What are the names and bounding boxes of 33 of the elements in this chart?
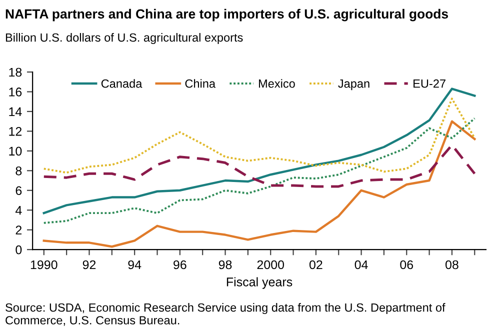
- x-tick-label: 2000: [257, 260, 284, 270]
- y-tick-label: 14: [9, 107, 22, 116]
- line-series: [42, 120, 476, 248]
- legend-label: Japan: [338, 80, 370, 90]
- x-tick-label: 06: [400, 260, 414, 270]
- y-tick-label: 16: [9, 88, 22, 96]
- x-tick-label: 1990: [30, 260, 58, 270]
- y-tick-label: 8: [16, 166, 22, 176]
- y-tick-label: 6: [16, 186, 22, 196]
- x-tick-label: 02: [309, 260, 322, 270]
- line-series: [42, 144, 476, 188]
- x-tick-label: 98: [218, 260, 232, 270]
- legend-label: China: [185, 79, 216, 88]
- line-series: [42, 117, 476, 224]
- y-tick-label: 10: [9, 146, 22, 156]
- y-tick-label: 0: [16, 245, 22, 254]
- x-tick-label: 08: [446, 260, 458, 270]
- legend-label: Mexico: [258, 79, 295, 88]
- y-tick-label: 18: [9, 68, 22, 77]
- x-tick-label: 04: [354, 260, 368, 270]
- legend-label: Canada: [101, 79, 142, 88]
- legend-label: EU-27: [414, 79, 446, 88]
- x-tick-label: 92: [82, 260, 96, 270]
- x-axis-title: Fiscal years: [226, 277, 292, 289]
- chart-title: NAFTA partners and China are top importers of U.S. agricultural goods: [6, 8, 448, 22]
- x-tick-label: 94: [128, 260, 142, 270]
- line-series: [42, 98, 476, 174]
- y-tick-label: 2: [16, 226, 22, 234]
- y-tick-label: 12: [9, 127, 22, 136]
- chart-subtitle: Billion U.S. dollars of U.S. agricultural exports: [6, 33, 243, 44]
- x-tick-label: 96: [174, 260, 186, 270]
- y-tick-label: 4: [15, 206, 22, 215]
- source-note: Source: USDA, Economic Research Service using data from the U.S. Department of Commerce, U.S. Census Bureau.: [6, 303, 446, 326]
